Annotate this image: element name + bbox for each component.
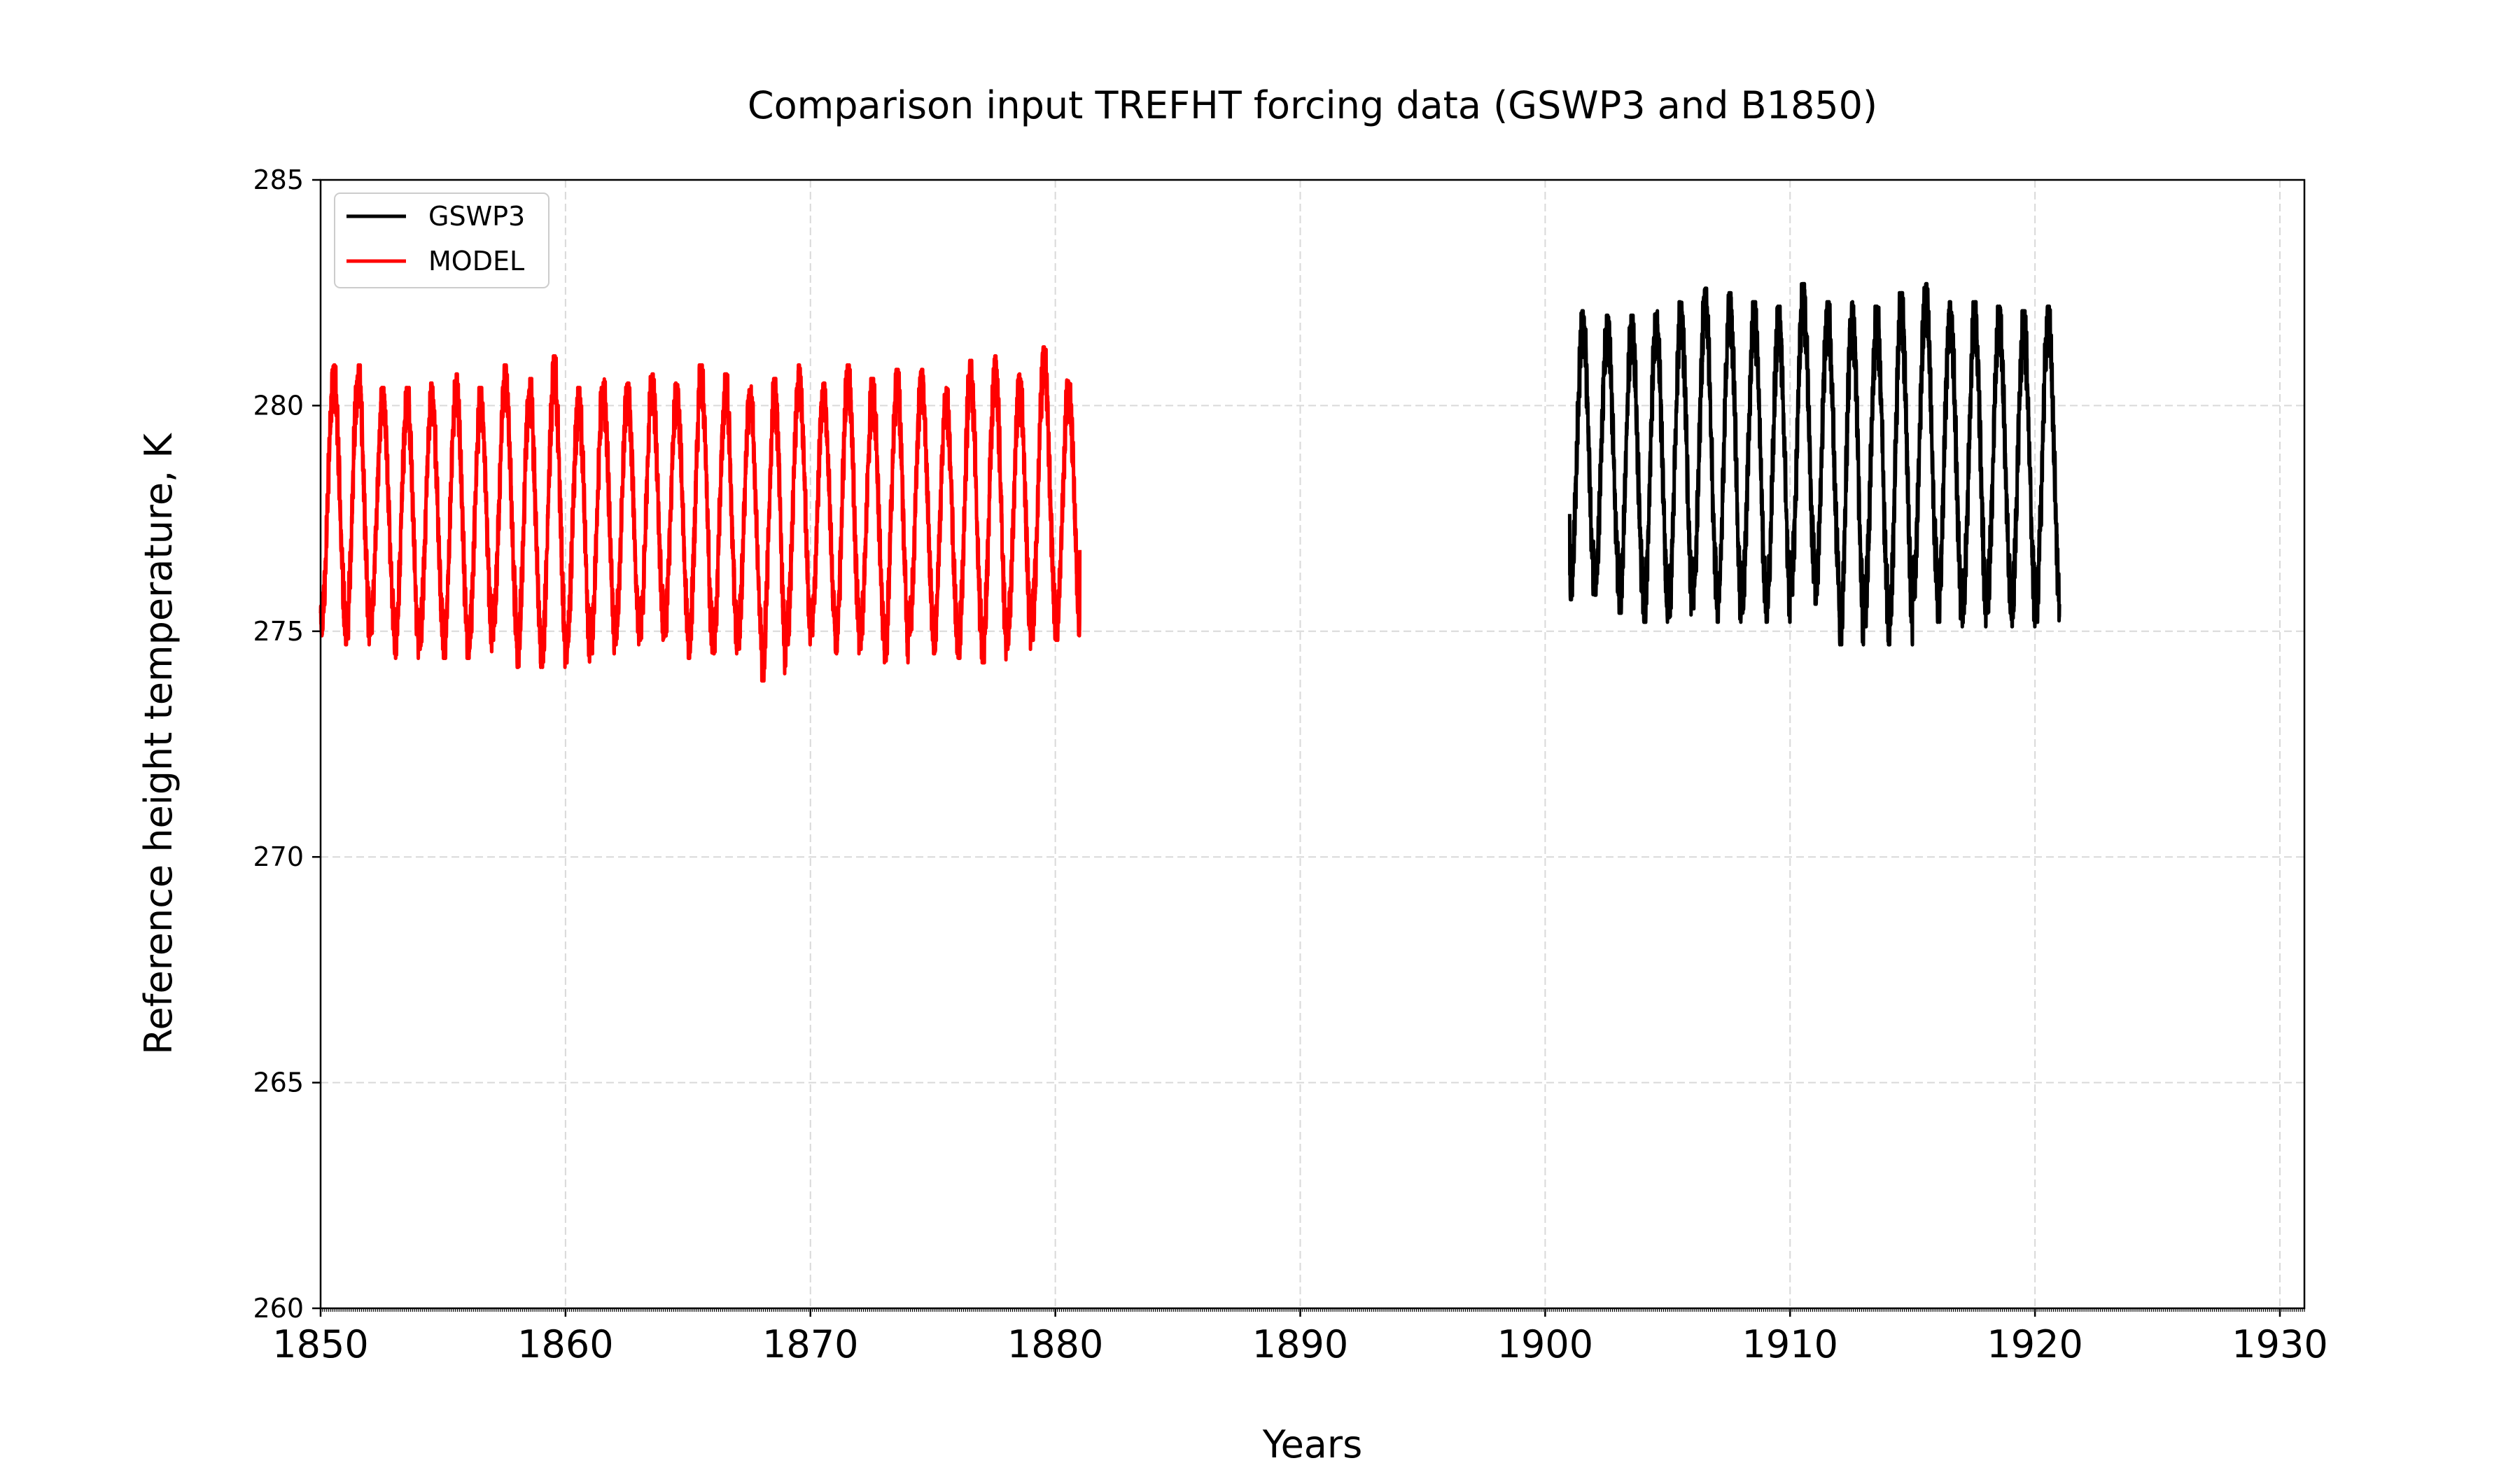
x-tick-label: 1920 [1987, 1322, 2082, 1366]
x-tick-label: 1930 [2232, 1322, 2328, 1366]
y-tick-label: 260 [253, 1293, 304, 1324]
x-axis-label: Years [1262, 1422, 1362, 1466]
y-tick-label: 280 [253, 390, 304, 421]
x-axis-ticks: 1850 1860 1870 1880 1890 1900 1910 1920 1930 [272, 1308, 2328, 1366]
legend: GSWP3 MODEL [334, 192, 550, 288]
x-tick-label: 1900 [1497, 1322, 1593, 1366]
series-line-gswp3 [1567, 281, 2062, 647]
y-tick-label: 270 [253, 841, 304, 872]
legend-label-gswp3: GSWP3 [428, 201, 525, 232]
chart-title: Comparison input TREFHT forcing data (GS… [748, 83, 1877, 127]
x-tick-label: 1880 [1007, 1322, 1103, 1366]
y-axis-ticks: 260 265 270 275 280 285 [253, 164, 321, 1324]
x-tick-label: 1860 [517, 1322, 613, 1366]
series-line-model [318, 345, 1082, 683]
y-axis-label: Reference height temperature, K [136, 433, 181, 1055]
legend-label-model: MODEL [428, 246, 524, 276]
x-tick-label: 1870 [762, 1322, 858, 1366]
x-tick-label: 1890 [1252, 1322, 1348, 1366]
x-tick-label: 1910 [1742, 1322, 1838, 1366]
x-tick-label: 1850 [272, 1322, 368, 1366]
x-minor-tick-marks [320, 1308, 2305, 1312]
series-lines [318, 281, 2062, 683]
x-minor-ticks [320, 1308, 2305, 1312]
y-tick-label: 275 [253, 616, 304, 647]
y-tick-label: 285 [253, 164, 304, 195]
y-tick-label: 265 [253, 1068, 304, 1098]
